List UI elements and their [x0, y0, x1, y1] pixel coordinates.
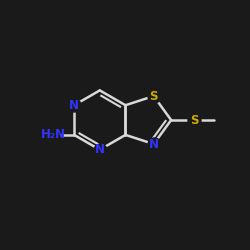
Text: H₂N: H₂N [41, 128, 66, 141]
Text: N: N [95, 143, 105, 156]
Text: N: N [69, 99, 79, 112]
Text: S: S [150, 90, 158, 102]
Text: S: S [190, 114, 198, 126]
Text: N: N [149, 138, 159, 150]
